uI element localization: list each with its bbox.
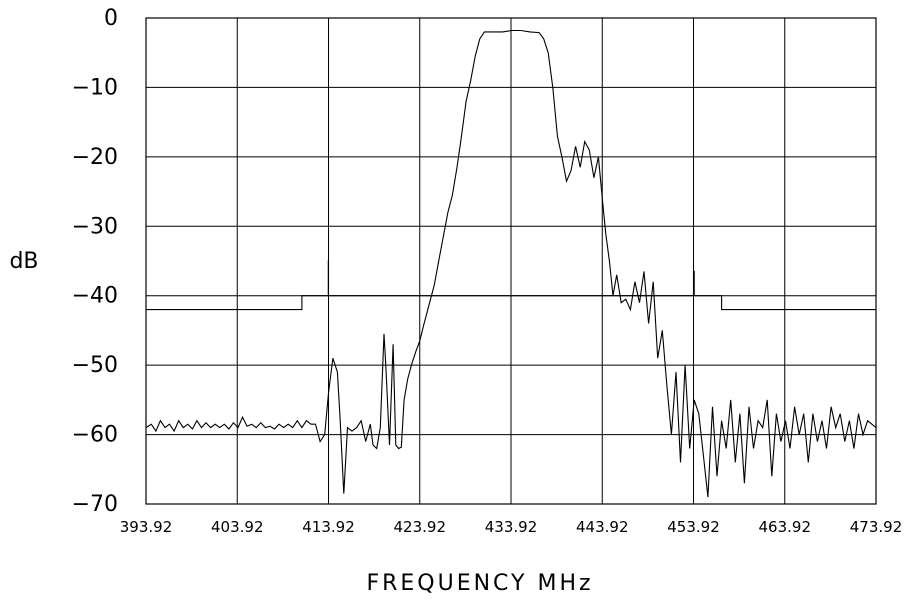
y-tick-label: −70 xyxy=(72,492,118,517)
grid xyxy=(146,18,876,504)
x-tick-label: 453.92 xyxy=(667,518,720,536)
x-tick-label: 433.92 xyxy=(485,518,538,536)
x-tick-label: 413.92 xyxy=(302,518,355,536)
x-tick-label: 423.92 xyxy=(394,518,447,536)
y-tick-label: −50 xyxy=(72,353,118,378)
x-tick-label: 403.92 xyxy=(211,518,264,536)
plot-frame xyxy=(145,17,877,505)
y-tick-label: −20 xyxy=(72,145,118,170)
response-line xyxy=(145,29,877,498)
x-tick-label: 473.92 xyxy=(850,518,903,536)
y-tick-label: 0 xyxy=(104,6,118,31)
mask-limit-line xyxy=(146,260,876,311)
y-tick-label: −40 xyxy=(72,284,118,309)
x-tick-label: 463.92 xyxy=(759,518,812,536)
x-axis-label: FREQUENCY MHz xyxy=(366,571,593,596)
x-tick-labels: 393.92 403.92 413.92 423.92 433.92 443.92 453.… xyxy=(120,518,903,536)
y-axis-label: dB xyxy=(9,249,38,274)
x-tick-label: 443.92 xyxy=(576,518,629,536)
y-tick-labels: 0 −10 −20 −30 −40 −50 −60 −70 xyxy=(72,6,118,517)
series-group xyxy=(145,29,877,498)
x-tick-label: 393.92 xyxy=(120,518,173,536)
y-tick-label: −30 xyxy=(72,214,118,239)
y-tick-label: −10 xyxy=(72,75,118,100)
y-tick-label: −60 xyxy=(72,423,118,448)
